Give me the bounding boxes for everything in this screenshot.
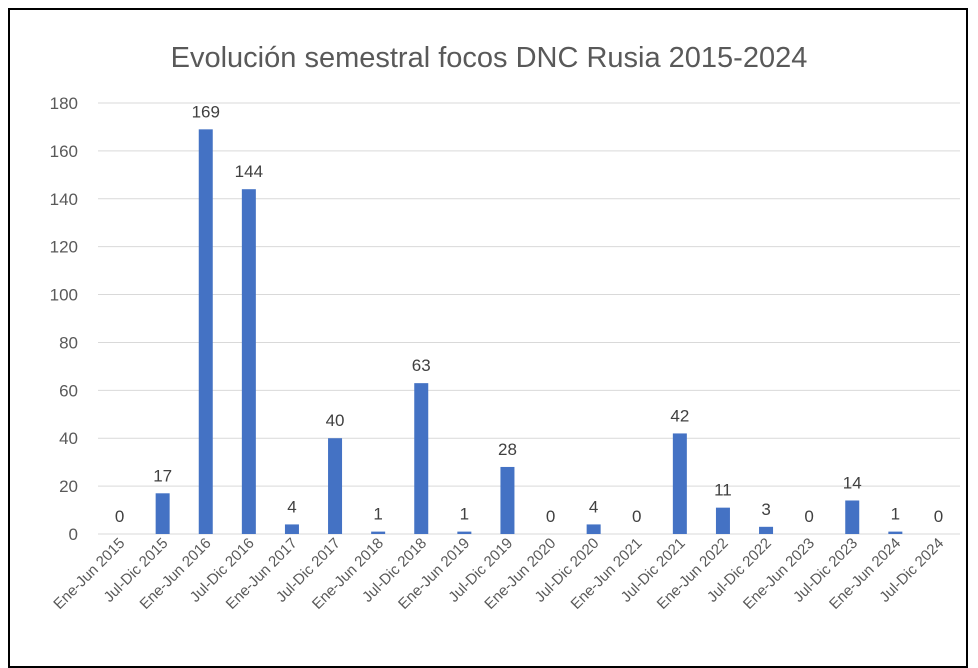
data-label: 0	[632, 507, 641, 526]
y-tick-label: 160	[50, 142, 78, 161]
bars	[155, 129, 903, 535]
data-label: 0	[804, 507, 813, 526]
y-tick-label: 80	[59, 333, 78, 352]
gridlines	[98, 102, 960, 535]
data-label: 144	[235, 162, 263, 181]
bar	[414, 383, 429, 534]
bar	[672, 433, 687, 534]
data-label: 11	[714, 481, 732, 500]
y-axis-ticks: 0 20 40 60 80 100 120 140 160 180	[50, 94, 78, 544]
data-label: 169	[192, 102, 220, 121]
bar	[500, 466, 515, 534]
bar	[715, 507, 730, 534]
data-label: 0	[546, 507, 555, 526]
data-label: 0	[115, 507, 124, 526]
y-tick-label: 60	[59, 381, 78, 400]
y-tick-label: 120	[50, 238, 78, 257]
y-tick-label: 40	[59, 429, 78, 448]
bar	[759, 526, 774, 534]
y-tick-label: 180	[50, 94, 78, 113]
bar	[284, 524, 299, 534]
data-label: 17	[153, 466, 172, 485]
bar	[198, 129, 213, 535]
data-label: 63	[412, 356, 431, 375]
y-tick-label: 20	[59, 477, 78, 496]
y-tick-label: 0	[69, 525, 78, 544]
data-label: 4	[589, 497, 598, 516]
data-label: 1	[460, 505, 469, 524]
bar	[888, 531, 903, 534]
data-label: 14	[843, 473, 862, 492]
bar	[586, 524, 601, 534]
data-label: 0	[934, 507, 943, 526]
chart-frame	[8, 8, 968, 668]
y-tick-label: 140	[50, 190, 78, 209]
data-label: 28	[498, 440, 517, 459]
bar	[328, 438, 343, 534]
bar	[845, 500, 860, 534]
bar	[241, 189, 256, 534]
data-label: 1	[891, 505, 900, 524]
chart-title: Evolución semestral focos DNC Rusia 2015…	[170, 42, 808, 74]
bar	[457, 531, 472, 534]
data-label: 3	[761, 500, 770, 519]
data-label: 4	[287, 497, 296, 516]
data-label: 40	[326, 411, 345, 430]
data-label: 42	[670, 406, 689, 425]
data-label: 1	[373, 505, 382, 524]
bar	[371, 531, 386, 534]
bar	[155, 493, 170, 534]
y-tick-label: 100	[50, 286, 78, 305]
